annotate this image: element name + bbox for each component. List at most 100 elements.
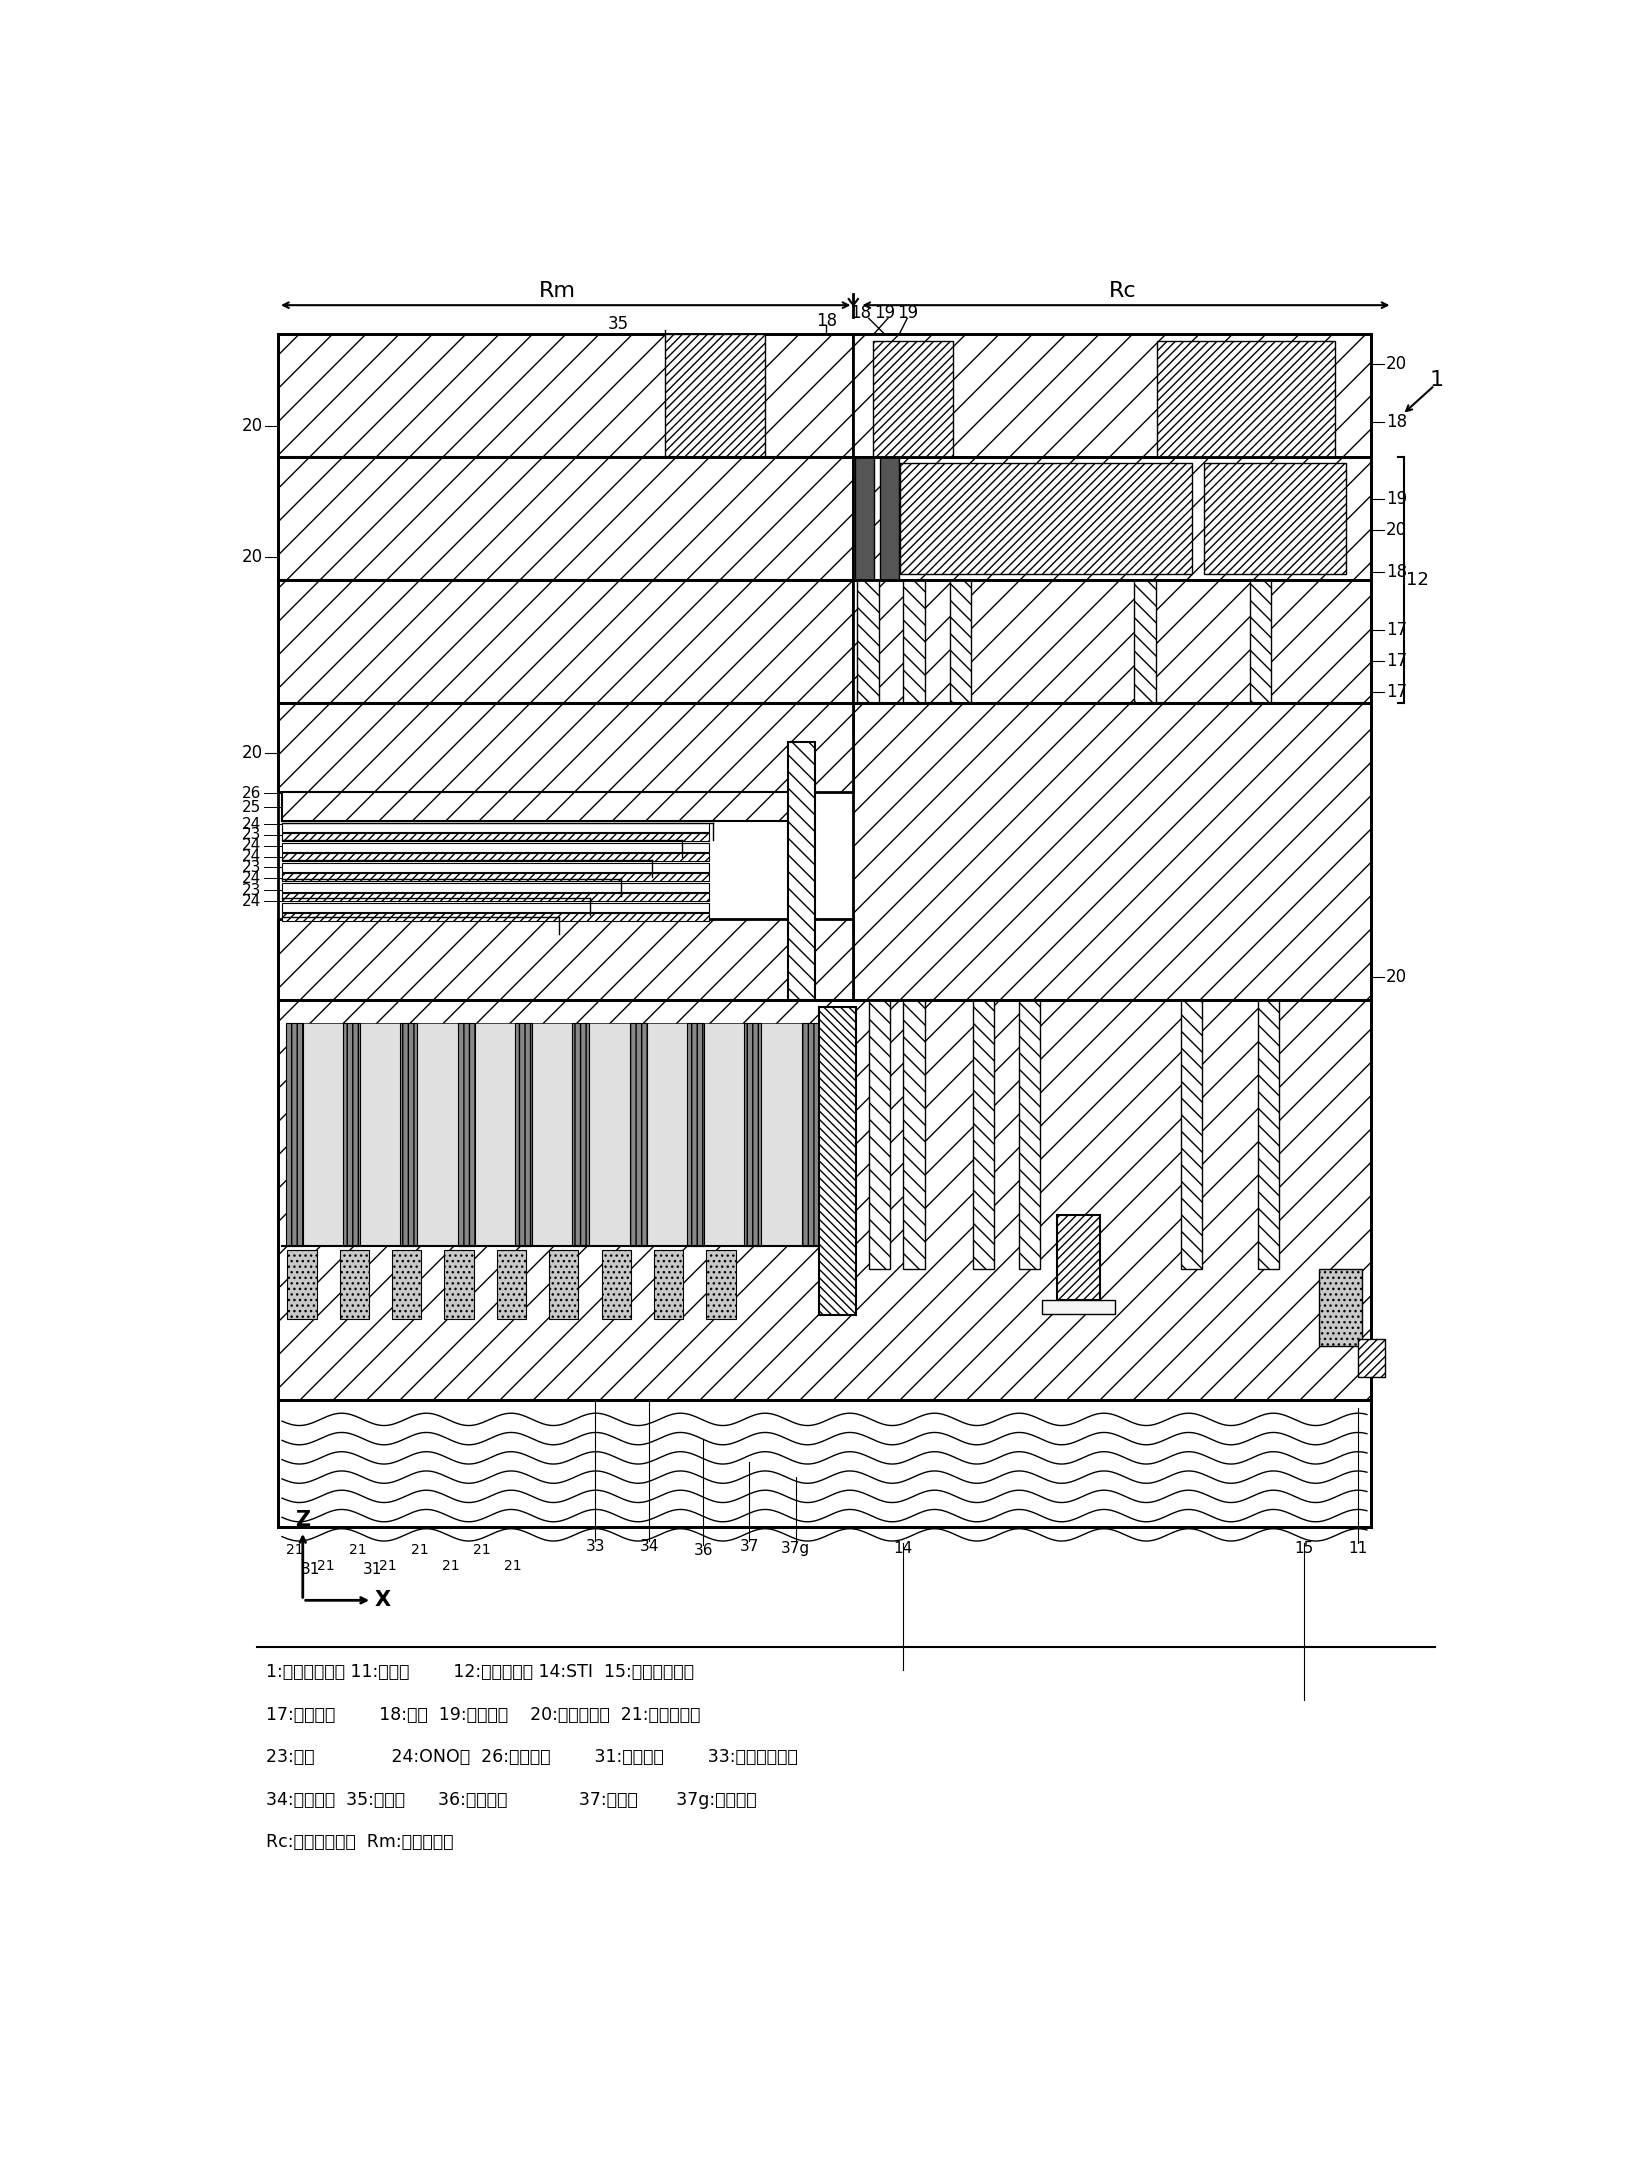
Bar [853,580,1371,703]
Text: 1:半导体存储器 11:硅衬底        12:多层互连层 14:STI  15:栅极氧化物膜: 1:半导体存储器 11:硅衬底 12:多层互连层 14:STI 15:栅极氧化物… [266,1663,693,1683]
Bar [789,742,815,999]
Bar [282,862,710,873]
Bar [497,1250,526,1320]
Bar [457,1023,475,1246]
Text: 14: 14 [894,1541,912,1557]
Text: 26: 26 [243,786,261,801]
Bar [870,999,891,1270]
Bar [686,1023,705,1246]
Bar [417,1023,457,1246]
Text: 21: 21 [442,1559,459,1572]
Text: 24: 24 [243,871,261,886]
Bar [304,1023,343,1246]
Text: 17: 17 [1386,621,1407,638]
Text: 21: 21 [348,1544,366,1557]
Bar [393,1250,421,1320]
Bar [282,792,805,821]
Text: 20: 20 [241,417,262,434]
Text: 36: 36 [693,1544,713,1559]
Text: 20: 20 [1386,356,1407,373]
Bar [282,823,710,831]
Bar [1257,999,1279,1270]
Bar [761,1023,802,1246]
Bar [360,1023,401,1246]
Bar [853,456,1371,580]
Text: 18: 18 [1386,412,1407,432]
Text: 23: 23 [243,827,261,842]
Text: 25: 25 [243,799,261,814]
Bar [279,334,853,456]
Text: 17: 17 [1386,651,1407,671]
Bar [647,1023,686,1246]
Text: 24: 24 [243,838,261,853]
Bar [589,1023,630,1246]
Text: 19: 19 [896,304,917,321]
Text: 24: 24 [243,849,261,864]
Bar [802,1023,818,1246]
Bar [1020,999,1041,1270]
Bar [282,894,710,901]
Bar [279,580,853,703]
Bar [1204,462,1346,573]
Bar [515,1023,531,1246]
Text: 23: 23 [243,860,261,875]
Bar [282,903,710,912]
Bar [340,1250,370,1320]
Bar [475,1023,515,1246]
Text: 35: 35 [607,315,629,334]
Bar [1158,341,1335,456]
Text: 31: 31 [300,1561,320,1576]
Bar [904,580,926,703]
Bar [1320,1270,1361,1346]
Text: 18: 18 [1386,562,1407,582]
Bar [602,1250,630,1320]
Bar [1058,1216,1099,1300]
Bar [285,1023,304,1246]
Text: 11: 11 [1348,1541,1368,1557]
Bar [853,703,1371,999]
Bar [1181,999,1203,1270]
Text: 31: 31 [363,1561,381,1576]
Bar [853,334,1371,456]
Bar [279,918,853,999]
Text: 33: 33 [586,1539,606,1554]
Text: 18: 18 [815,313,837,330]
Bar [653,1250,683,1320]
Bar [282,842,710,851]
Bar [279,1400,1371,1526]
Bar [630,1023,647,1246]
Bar [1251,580,1272,703]
Text: 19: 19 [1386,491,1407,508]
Bar [282,834,710,840]
Text: 24: 24 [243,894,261,910]
Text: 15: 15 [1294,1541,1313,1557]
Bar [665,334,766,456]
Text: Rm: Rm [538,282,576,302]
Bar [855,456,875,580]
Bar [974,999,995,1270]
Bar [705,1023,744,1246]
Text: 37g: 37g [780,1541,810,1557]
Bar [279,456,853,580]
Bar [282,853,710,862]
Bar [401,1023,417,1246]
Bar [899,462,1191,573]
Bar [279,999,1371,1400]
Text: 21: 21 [474,1544,492,1557]
Bar [282,873,710,881]
Text: 20: 20 [241,745,262,762]
Text: 34: 34 [640,1539,658,1554]
Bar [282,884,710,892]
Text: Rc: Rc [1109,282,1137,302]
Text: 21: 21 [317,1559,335,1572]
Text: 21: 21 [380,1559,398,1572]
Text: 18: 18 [850,304,871,321]
Text: 24: 24 [243,816,261,831]
Text: 20: 20 [1386,968,1407,986]
Text: 19: 19 [874,304,896,321]
Bar [549,1250,579,1320]
Bar [1358,1340,1384,1376]
Bar [858,580,879,703]
Bar [744,1023,761,1246]
Bar [287,1250,317,1320]
